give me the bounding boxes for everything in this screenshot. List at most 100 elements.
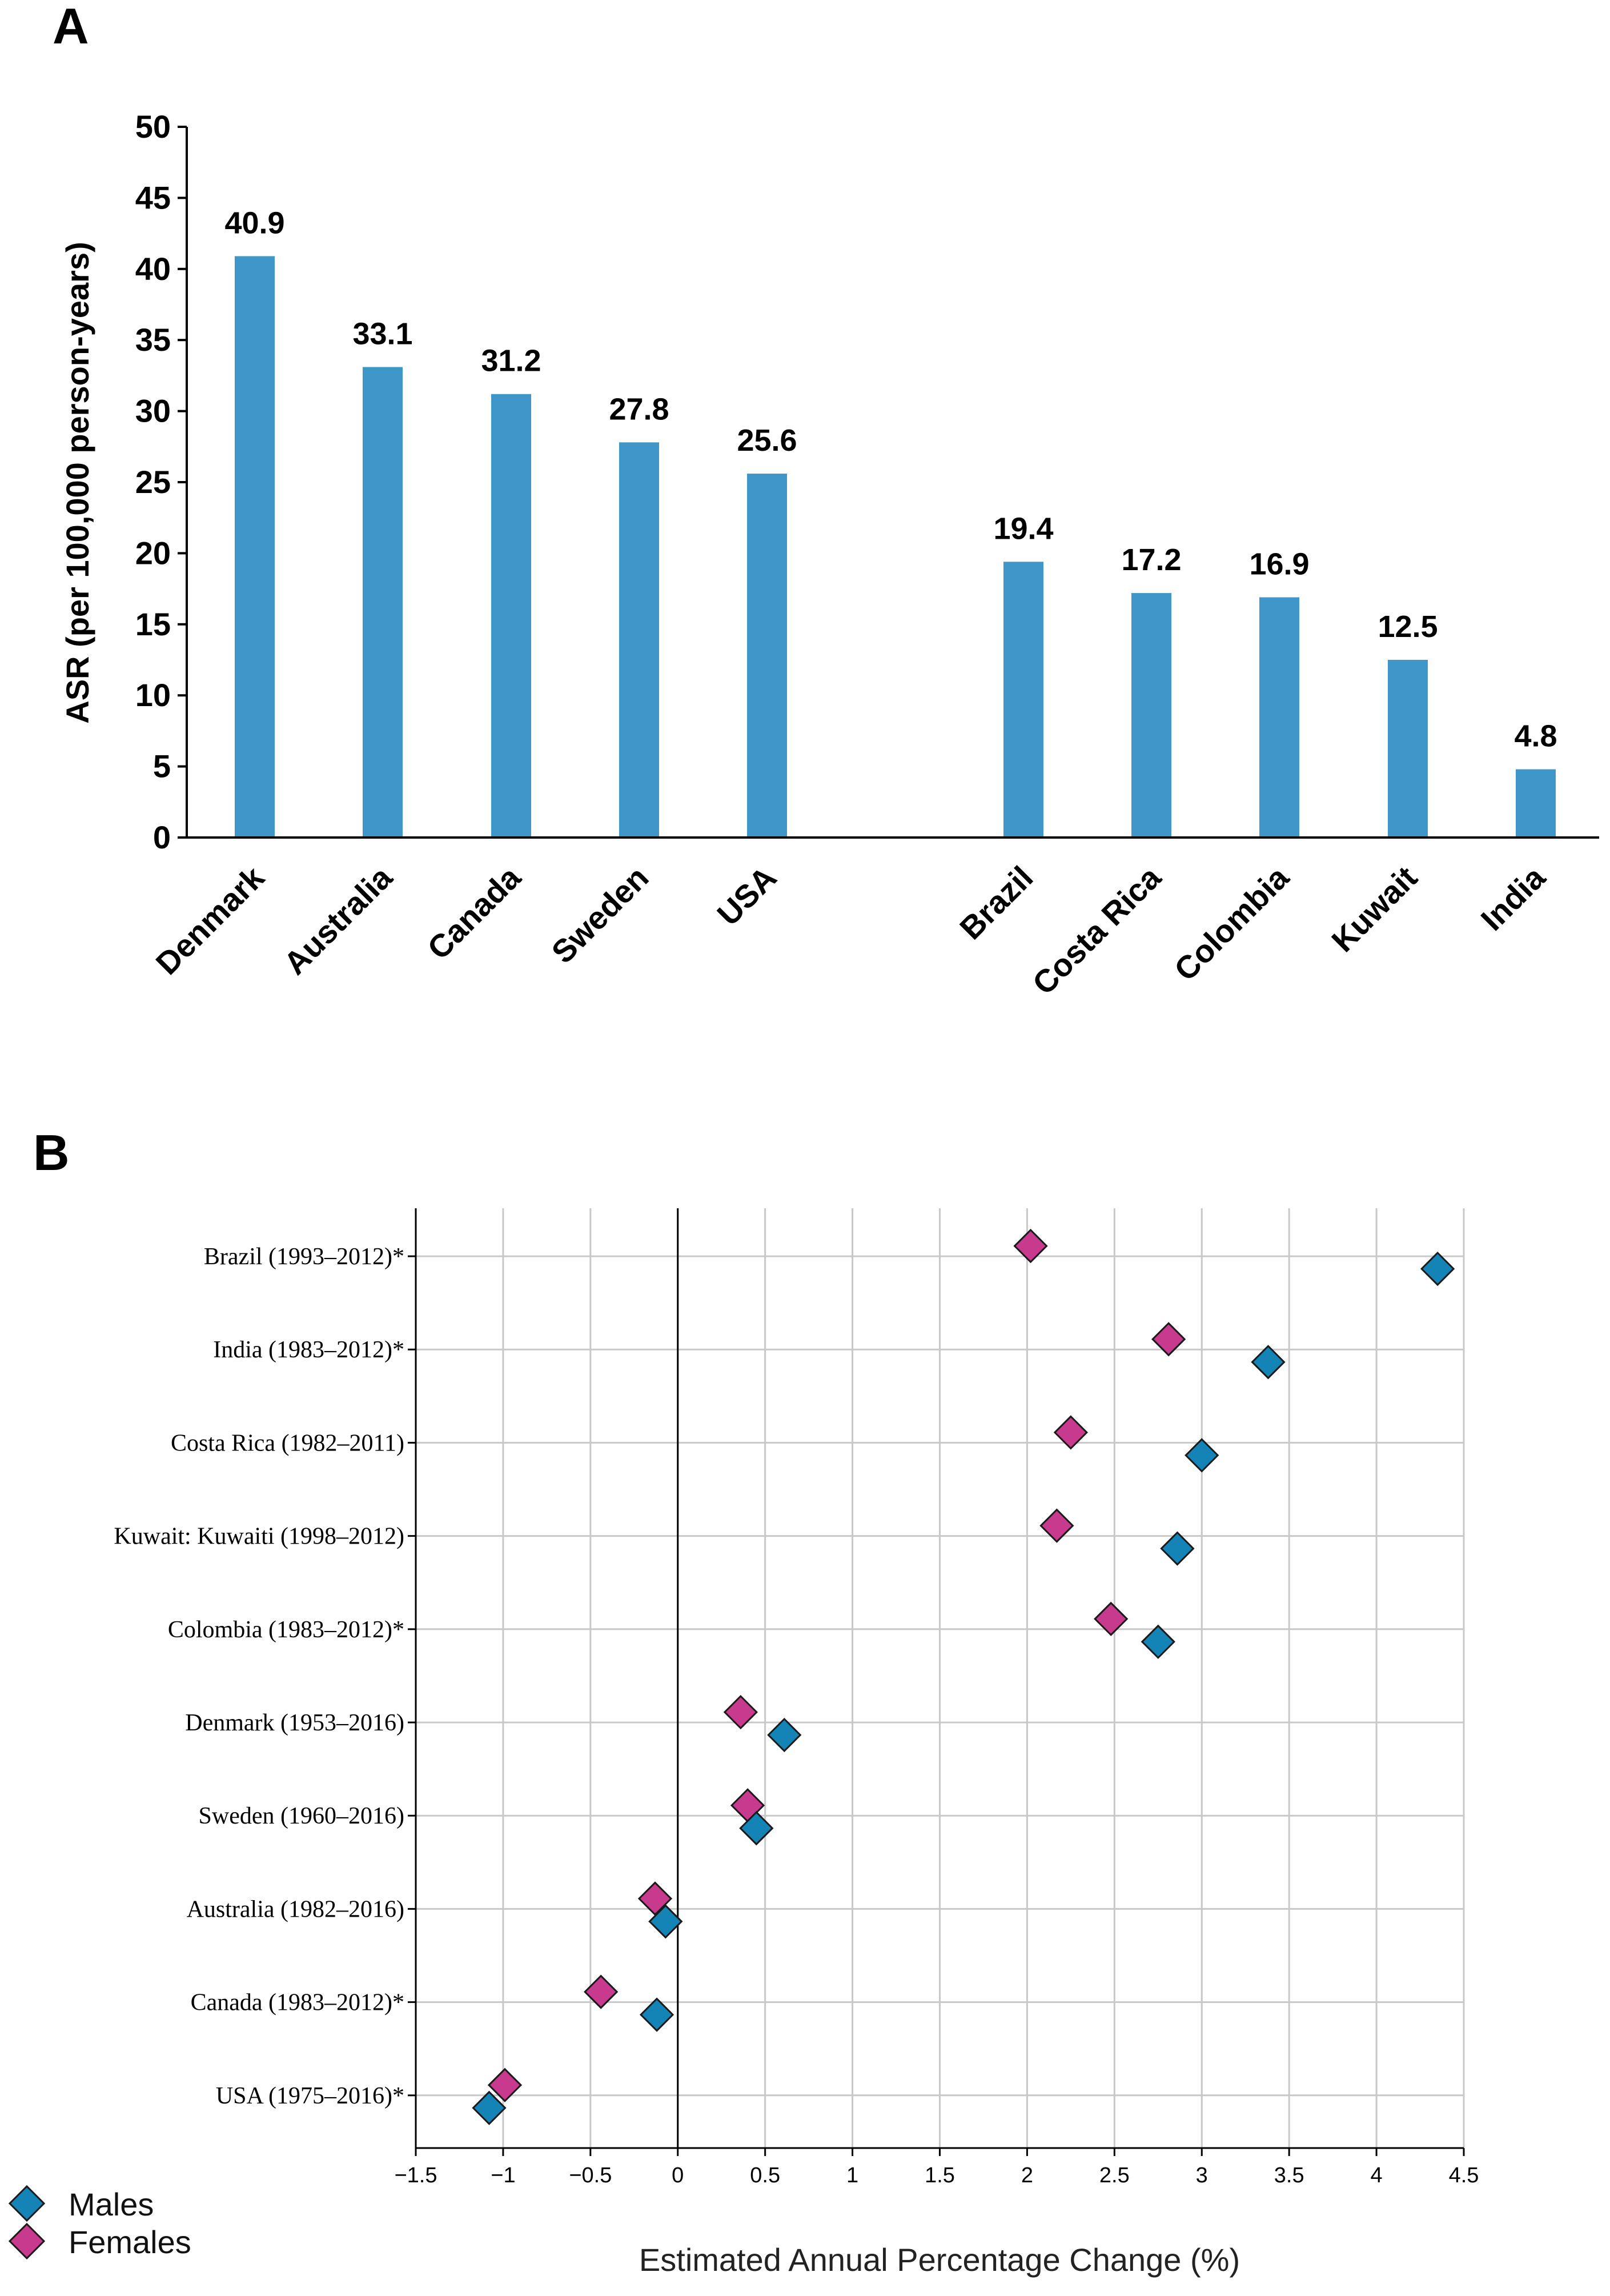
y-category-label: USA (1975–2016)*	[216, 2083, 404, 2109]
bar	[491, 394, 531, 838]
female-point	[637, 1881, 673, 1916]
bar-value-label: 19.4	[993, 511, 1053, 546]
x-category-label: USA	[710, 859, 783, 932]
x-tick-label: 4.5	[1449, 2163, 1479, 2187]
bar	[1131, 593, 1171, 838]
y-category-label: Denmark (1953–2016)	[185, 1710, 404, 1736]
y-category-labels: Brazil (1993–2012)* India (1983–2012)* Cos…	[114, 1244, 416, 2109]
x-tick-label: 0.5	[750, 2163, 780, 2187]
y-tick-label: 50	[135, 109, 171, 145]
x-tick-label: 4	[1371, 2163, 1383, 2187]
male-point	[739, 1811, 774, 1846]
y-tick-label: 35	[135, 322, 171, 358]
x-tick-label: 1.5	[925, 2163, 955, 2187]
panel-label-a: A	[53, 0, 89, 54]
x-axis-label: Estimated Annual Percentage Change (%)	[639, 2242, 1240, 2278]
male-point	[1251, 1345, 1286, 1380]
y-axis-ticks: 0 5 10 15 20 25 30 35 40 45 50	[135, 109, 187, 855]
y-tick-label: 45	[135, 179, 171, 215]
y-category-label: Brazil (1993–2012)*	[204, 1244, 404, 1270]
bar-value-label: 4.8	[1514, 719, 1557, 754]
x-tick-label: −1	[491, 2163, 515, 2187]
y-tick-label: 20	[135, 535, 171, 571]
bar-value-label: 31.2	[481, 344, 541, 378]
female-point	[1053, 1415, 1088, 1450]
y-category-label: Australia (1982–2016)	[187, 1896, 404, 1922]
bar-value-label: 17.2	[1121, 543, 1181, 577]
y-tick-label: 30	[135, 393, 171, 429]
bar-chart: 0 5 10 15 20 25 30 35 40 45 50 40.9 33.1 31.2 27.8 25.…	[59, 109, 1599, 1001]
bar-value-label: 27.8	[609, 392, 669, 426]
bar-value-label: 40.9	[224, 206, 284, 240]
x-category-label: India	[1474, 859, 1553, 937]
panel-label-b: B	[33, 1124, 70, 1181]
y-axis-label: ASR (per 100,000 person-years)	[59, 242, 95, 724]
y-tick-label: 25	[135, 464, 171, 500]
x-tick-label: 3.5	[1274, 2163, 1304, 2187]
female-point	[1039, 1508, 1074, 1543]
legend-males-marker	[8, 2185, 46, 2222]
male-point	[1420, 1251, 1455, 1287]
x-category-label: Kuwait	[1324, 859, 1424, 959]
x-category-label: Canada	[420, 859, 528, 966]
x-category-label: Costa Rica	[1025, 859, 1168, 1001]
y-category-label: Canada (1983–2012)*	[191, 1990, 404, 2016]
y-tick-label: 40	[135, 251, 171, 287]
x-category-label: Denmark	[148, 859, 271, 981]
y-category-label: Sweden (1960–2016)	[199, 1803, 404, 1829]
bar	[747, 474, 787, 838]
y-category-label: Costa Rica (1982–2011)	[171, 1430, 404, 1456]
bar	[619, 442, 659, 838]
female-point	[1094, 1601, 1129, 1636]
bar	[1003, 562, 1043, 838]
y-tick-label: 0	[153, 819, 171, 855]
bar	[363, 367, 403, 838]
female-point	[487, 2067, 523, 2102]
data-points	[472, 1228, 1455, 2125]
bar	[1516, 769, 1556, 838]
male-point	[472, 2090, 507, 2125]
male-point	[1185, 1438, 1219, 1473]
y-tick-label: 10	[135, 677, 171, 713]
legend-males-label: Males	[69, 2186, 154, 2222]
x-tick-label: 1	[846, 2163, 858, 2187]
bar-value-labels: 40.9 33.1 31.2 27.8 25.6 19.4 17.2 16.9 12.5 4.8	[224, 206, 1557, 753]
legend-females-label: Females	[69, 2224, 191, 2260]
bar-value-label: 25.6	[737, 423, 797, 458]
bar-value-label: 16.9	[1249, 547, 1309, 582]
bars	[235, 256, 1556, 838]
y-category-label: India (1983–2012)*	[213, 1337, 404, 1363]
y-tick-label: 5	[153, 748, 171, 784]
y-category-label: Colombia (1983–2012)*	[168, 1617, 404, 1643]
bar	[235, 256, 275, 838]
bar	[1259, 597, 1299, 838]
y-category-label: Kuwait: Kuwaiti (1998–2012)	[114, 1524, 404, 1550]
x-category-labels: Denmark Australia Canada Sweden USA BrazilCos…	[148, 859, 1552, 1001]
male-point	[639, 1997, 674, 2032]
bar-value-label: 12.5	[1378, 610, 1438, 644]
scatter-chart: −1.5 −1 −0.5 0 0.5 1 1.5 2 2.5 3 3.5 4 4.5 Brazil (1…	[114, 1208, 1479, 2278]
bar-value-label: 33.1	[352, 316, 412, 351]
legend-females-marker	[8, 2222, 46, 2260]
x-tick-label: 3	[1196, 2163, 1208, 2187]
x-tick-label: 2.5	[1099, 2163, 1130, 2187]
x-tick-label: −1.5	[394, 2163, 437, 2187]
x-category-label: Sweden	[544, 859, 655, 970]
x-tick-label: −0.5	[569, 2163, 612, 2187]
female-point	[584, 1974, 619, 2009]
bar	[1388, 660, 1428, 838]
female-point	[1151, 1322, 1186, 1357]
x-category-label: Brazil	[953, 859, 1039, 946]
female-point	[1013, 1228, 1048, 1264]
grid-lines	[416, 1208, 1465, 2148]
male-point	[767, 1717, 802, 1753]
legend: Males Females	[8, 2185, 191, 2260]
x-axis-ticks: −1.5 −1 −0.5 0 0.5 1 1.5 2 2.5 3 3.5 4 4.5	[394, 2148, 1479, 2187]
x-tick-label: 2	[1021, 2163, 1033, 2187]
y-tick-label: 15	[135, 606, 171, 642]
x-tick-label: 0	[672, 2163, 684, 2187]
male-point	[648, 1904, 683, 1939]
x-category-label: Australia	[276, 859, 399, 981]
male-point	[1141, 1624, 1175, 1659]
